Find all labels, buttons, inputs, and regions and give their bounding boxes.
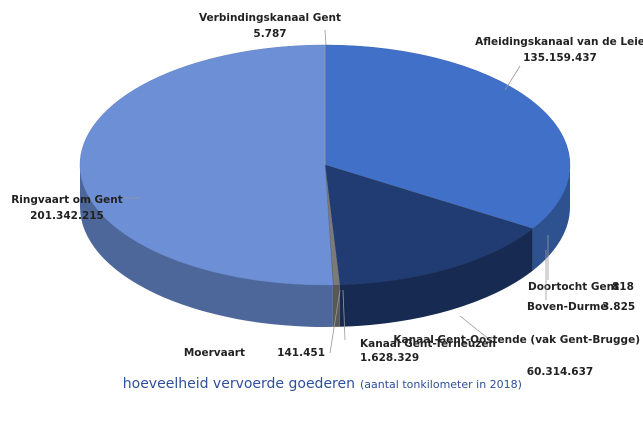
data-label: 818	[612, 281, 634, 293]
data-label-name: Doortocht Gent	[528, 281, 619, 293]
slice-side	[339, 228, 533, 327]
leader-line	[504, 65, 521, 91]
chart-title: hoeveelheid vervoerde goederen	[123, 376, 355, 392]
data-label-name: Boven-Durme	[527, 301, 607, 313]
data-label-name: Kanaal Gent-Oostende (vak Gent-Brugge)	[393, 334, 640, 346]
data-label-name: Afleidingskanaal van de Leie	[475, 36, 643, 48]
slice-side	[332, 284, 334, 327]
slice-side	[333, 284, 340, 327]
data-label: 1.628.329	[360, 352, 419, 364]
slice	[324, 44, 571, 229]
data-label: 141.451	[277, 347, 325, 359]
leader-line	[459, 315, 491, 341]
leader-line	[324, 29, 327, 46]
slice-side	[79, 165, 333, 327]
data-label: 201.342.215	[30, 210, 104, 222]
slice	[79, 44, 334, 286]
slice-side	[532, 165, 570, 271]
data-label-name: Kanaal Gent-Terneuzen	[360, 338, 496, 350]
sides	[79, 165, 570, 327]
leader-line	[342, 289, 346, 341]
data-label-name: Ringvaart om Gent	[11, 194, 123, 206]
data-label: 3.825	[602, 301, 635, 313]
data-label-name: Moervaart	[184, 347, 245, 359]
slice	[324, 164, 534, 286]
data-label: 60.314.637	[527, 366, 593, 378]
data-label: 135.159.437	[523, 52, 597, 64]
leader-line	[329, 289, 341, 354]
data-label: 5.787	[253, 28, 286, 40]
tops	[79, 44, 571, 286]
data-label-name: Verbindingskanaal Gent	[199, 12, 341, 24]
chart-subtitle: (aantal tonkilometer in 2018)	[360, 378, 522, 391]
